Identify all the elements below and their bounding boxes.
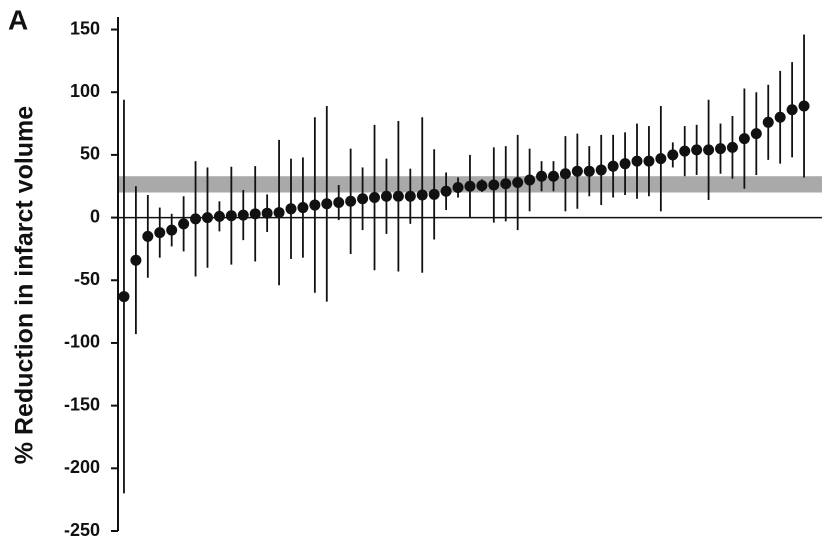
point <box>452 181 464 193</box>
point <box>726 141 738 153</box>
point <box>595 164 607 176</box>
y-tick-label: -50 <box>74 269 100 289</box>
panel-label: A <box>8 4 28 35</box>
point <box>357 193 369 205</box>
point <box>762 116 774 128</box>
point <box>201 212 213 224</box>
point <box>333 197 345 209</box>
point <box>178 218 190 230</box>
point <box>536 170 548 182</box>
point <box>345 195 357 207</box>
point <box>321 198 333 210</box>
point <box>643 155 655 167</box>
point <box>691 144 703 156</box>
point <box>786 104 798 116</box>
point <box>190 213 202 225</box>
point <box>667 149 679 161</box>
point <box>798 100 810 112</box>
point <box>738 133 750 145</box>
point <box>428 188 440 200</box>
y-tick-label: 50 <box>80 144 100 164</box>
y-tick-label: 150 <box>70 18 100 38</box>
point <box>118 291 130 303</box>
y-tick-label: -200 <box>64 457 100 477</box>
point <box>369 192 381 204</box>
point <box>488 179 500 191</box>
point <box>154 227 166 239</box>
point <box>416 189 428 201</box>
y-tick-label: 100 <box>70 81 100 101</box>
point <box>309 199 321 211</box>
point <box>249 208 261 220</box>
point <box>273 207 285 219</box>
point <box>547 170 559 182</box>
point <box>774 111 786 123</box>
y-axis-label: % Reduction in infarct volume <box>11 106 39 464</box>
point <box>476 180 488 192</box>
point <box>571 165 583 177</box>
point <box>213 210 225 222</box>
point <box>524 174 536 186</box>
point <box>655 153 667 165</box>
point <box>679 145 691 157</box>
point <box>715 143 727 155</box>
point <box>392 190 404 202</box>
point <box>631 155 643 167</box>
point <box>380 190 392 202</box>
point <box>703 144 715 156</box>
point <box>261 207 273 219</box>
point <box>404 190 416 202</box>
point <box>607 160 619 172</box>
point <box>464 180 476 192</box>
point <box>225 210 237 222</box>
point <box>130 254 142 266</box>
y-tick-label: 0 <box>90 206 100 226</box>
point <box>559 168 571 180</box>
point <box>583 165 595 177</box>
point <box>750 128 762 140</box>
point <box>285 203 297 215</box>
point <box>166 224 178 236</box>
y-tick-label: -150 <box>64 394 100 414</box>
point <box>512 176 524 188</box>
y-tick-label: -250 <box>64 520 100 540</box>
point <box>440 185 452 197</box>
y-tick-label: -100 <box>64 332 100 352</box>
point <box>297 202 309 214</box>
point <box>142 230 154 242</box>
point <box>500 178 512 190</box>
point <box>619 158 631 170</box>
point <box>237 209 249 221</box>
